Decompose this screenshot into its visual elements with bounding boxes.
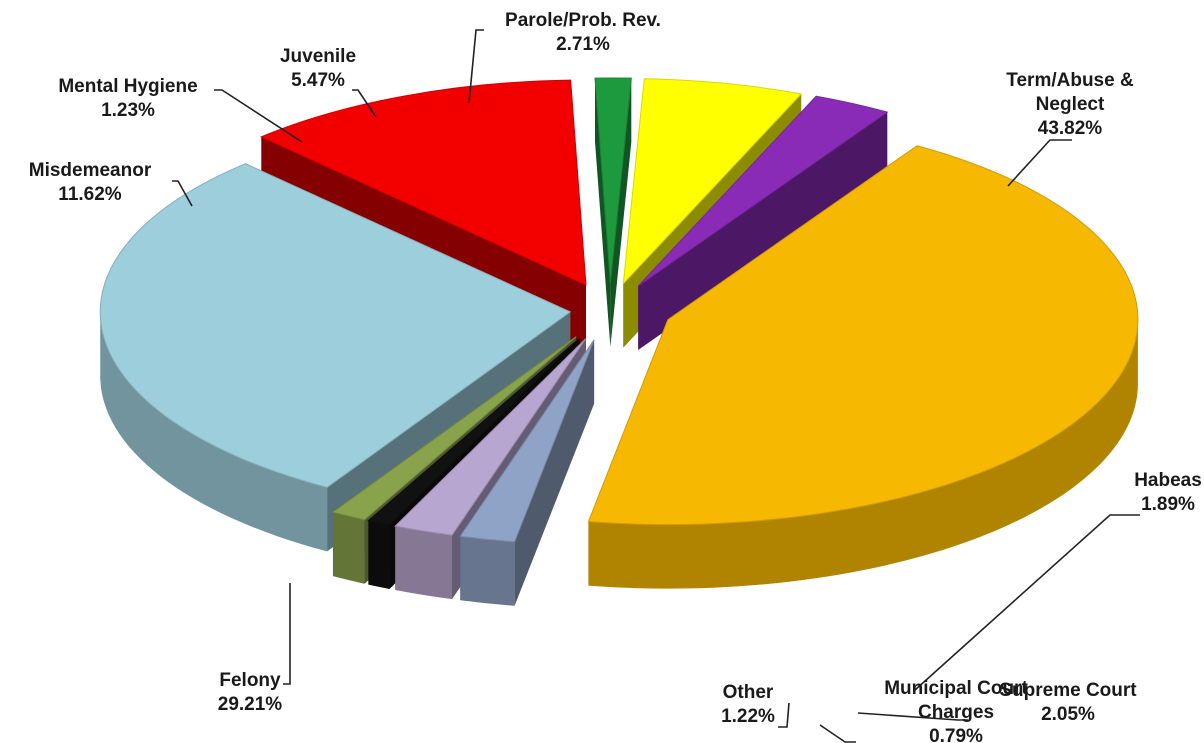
leader-line-juvenile <box>352 89 377 118</box>
leader-line-term-abuse-neglect <box>1007 139 1072 187</box>
slice-top <box>367 337 581 526</box>
slice-name: Habeas <box>1134 470 1202 491</box>
leader-line-other <box>778 702 790 728</box>
leader-line-habeas <box>914 514 1140 691</box>
slice-top <box>587 145 1139 526</box>
slice-label-misdemeanor: Misdemeanor 11.62% <box>29 160 152 205</box>
slice-side <box>100 311 328 552</box>
slice-wall <box>610 78 632 347</box>
slice-wall <box>595 78 611 347</box>
slice-name: Charges <box>918 702 994 723</box>
pie-slice-habeas <box>459 339 595 606</box>
slice-name: Other <box>723 682 774 703</box>
slice-name: Neglect <box>1036 94 1105 115</box>
slice-value: 2.71% <box>556 34 610 55</box>
slice-top <box>637 95 889 287</box>
slice-value: 1.23% <box>101 100 155 121</box>
slice-value: 11.62% <box>58 184 121 205</box>
pie-slice-term-abuse-neglect <box>587 145 1139 589</box>
slice-name: Felony <box>219 670 281 691</box>
slice-label-felony: Felony 29.21% <box>218 670 283 715</box>
slice-side <box>588 319 1138 589</box>
slice-top <box>331 336 577 521</box>
slice-label-habeas: Habeas 1.89% <box>1134 470 1202 515</box>
pie-slices <box>99 77 1139 606</box>
slice-value: 43.82% <box>1038 118 1103 139</box>
slice-label-other: Other 1.22% <box>721 682 775 727</box>
slice-side <box>368 520 390 589</box>
slice-label-supreme-court: Supreme Court 2.05% <box>999 680 1137 725</box>
slice-label-parole-prob-rev: Parole/Prob. Rev. 2.71% <box>505 10 661 55</box>
slice-name: Supreme Court <box>999 680 1137 701</box>
slice-value: 2.05% <box>1041 704 1095 725</box>
slice-top <box>622 78 803 286</box>
slice-label-municipal-court-charges: Municipal Court Charges 0.79% <box>884 678 1028 743</box>
slice-name: Municipal Court <box>884 678 1028 699</box>
leader-line-supreme-court <box>857 712 968 721</box>
slice-value: 1.22% <box>721 706 775 727</box>
leader-line-misdemeanor <box>172 180 193 207</box>
slice-top <box>459 339 595 543</box>
slice-name: Juvenile <box>280 46 356 67</box>
slice-label-juvenile: Juvenile 5.47% <box>280 46 356 91</box>
leader-line-municipal-court-charges <box>819 724 856 743</box>
slice-side <box>460 536 515 606</box>
slice-top <box>99 163 572 488</box>
slice-name: Mental Hygiene <box>58 76 197 97</box>
slice-value: 1.89% <box>1141 494 1195 515</box>
slice-label-mental-hygiene: Mental Hygiene 1.23% <box>58 76 197 121</box>
slice-label-term-abuse-neglect: Term/Abuse & Neglect 43.82% <box>1006 70 1134 139</box>
pie-labels: Term/Abuse & Neglect 43.82% Habeas 1.89% Supr… <box>29 10 1202 743</box>
slice-top <box>594 77 632 284</box>
slice-side <box>332 512 365 584</box>
slice-value: 29.21% <box>218 694 283 715</box>
slice-value: 5.47% <box>291 70 345 91</box>
slice-top <box>394 338 587 536</box>
slice-wall <box>638 112 888 350</box>
slice-name: Misdemeanor <box>29 160 152 181</box>
leader-line-felony <box>283 583 291 685</box>
slice-name: Term/Abuse & <box>1006 70 1134 91</box>
leader-line-mental-hygiene <box>214 89 303 143</box>
slice-value: 0.79% <box>929 726 983 743</box>
slice-name: Parole/Prob. Rev. <box>505 10 661 31</box>
pie-slice-mental-hygiene <box>594 77 632 347</box>
leader-line-parole-prob-rev <box>468 29 484 104</box>
slice-side <box>395 526 452 600</box>
slice-top <box>260 79 587 286</box>
pie-slice-parole-prob-rev <box>637 95 889 350</box>
